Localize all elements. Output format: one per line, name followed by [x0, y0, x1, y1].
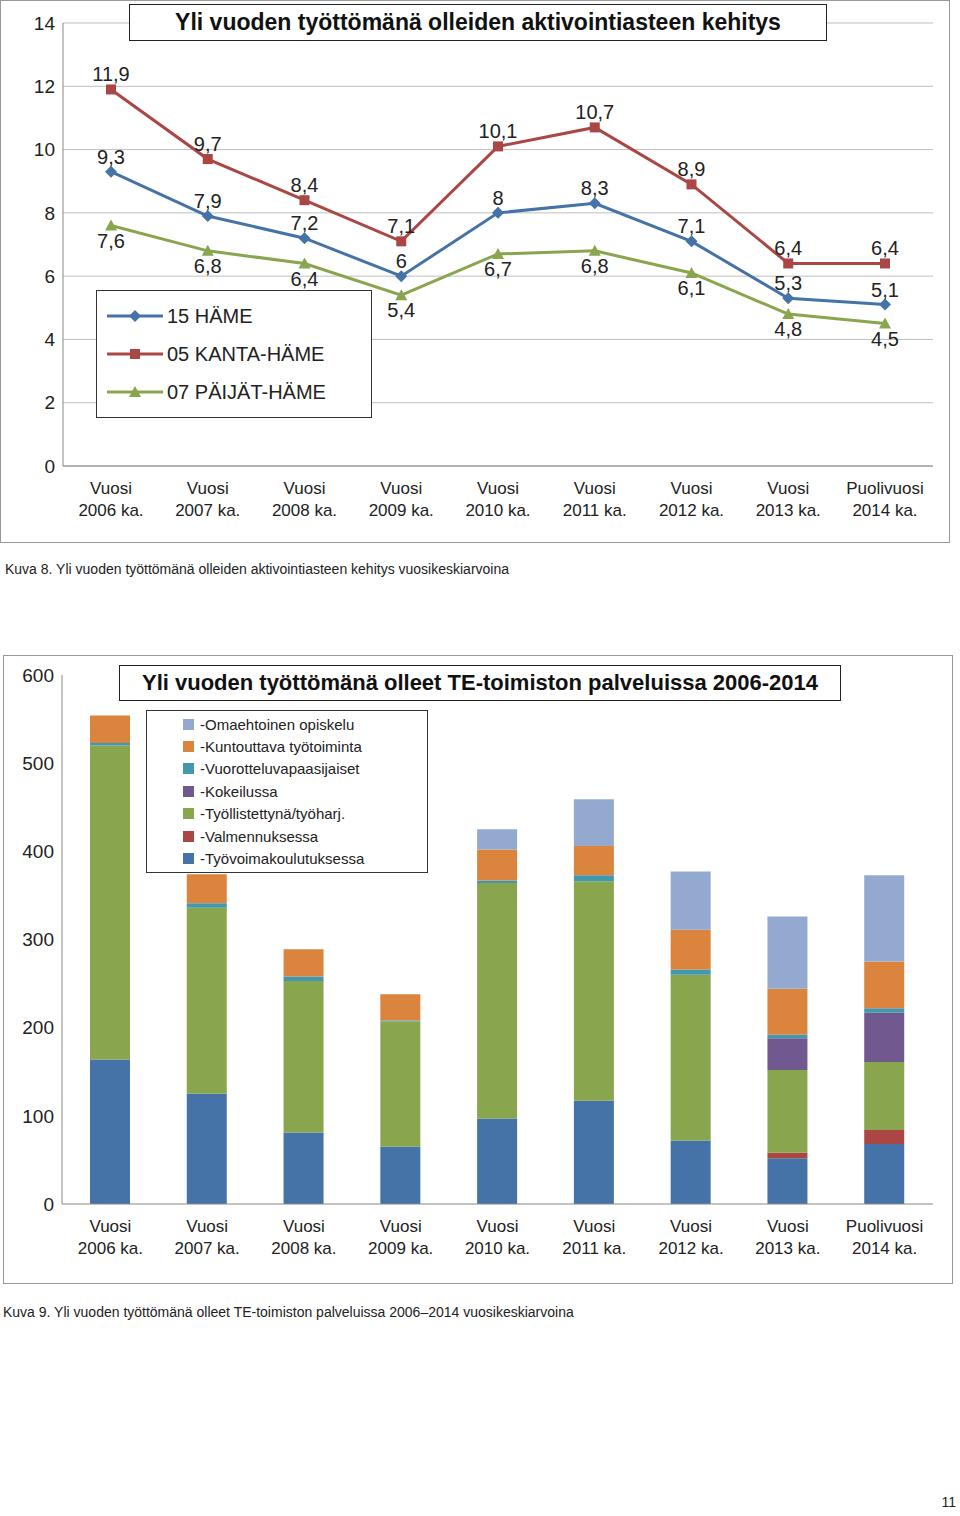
svg-text:Vuosi2009 ka.: Vuosi2009 ka. [369, 479, 434, 520]
svg-text:Vuosi2009 ka.: Vuosi2009 ka. [368, 1217, 433, 1258]
svg-text:Vuosi2010 ka.: Vuosi2010 ka. [465, 1217, 530, 1258]
svg-text:0: 0 [43, 1194, 54, 1215]
svg-text:500: 500 [22, 753, 54, 774]
svg-text:5,4: 5,4 [387, 299, 415, 321]
svg-text:Vuosi2013 ka.: Vuosi2013 ka. [755, 1217, 820, 1258]
html-text:-Työllistettynä/työharj.: -Työllistettynä/työharj. [200, 805, 346, 823]
html-text:-Kuntouttava työtoiminta: -Kuntouttava työtoiminta [200, 738, 362, 756]
svg-text:7,2: 7,2 [291, 212, 319, 234]
svg-text:8: 8 [492, 187, 503, 209]
svg-text:4: 4 [44, 329, 55, 350]
svg-text:7,1: 7,1 [678, 215, 706, 237]
html-text:-Vuorotteluvapaasijaiset: -Vuorotteluvapaasijaiset [200, 760, 360, 778]
svg-text:Vuosi2006 ka.: Vuosi2006 ka. [78, 1217, 143, 1258]
svg-text:5,3: 5,3 [774, 272, 802, 294]
svg-text:8: 8 [44, 203, 55, 224]
html-text:Kuva 9. Yli vuoden työttömänä: Kuva 9. Yli vuoden työttömänä olleet TE-… [3, 1304, 574, 1320]
svg-text:400: 400 [22, 841, 54, 862]
html-text:Yli vuoden työttömänä olleet T: Yli vuoden työttömänä olleet TE-toimisto… [142, 670, 818, 695]
html-text:05 KANTA-HÄME: 05 KANTA-HÄME [167, 342, 325, 365]
html-text:07 PÄIJÄT-HÄME: 07 PÄIJÄT-HÄME [167, 380, 326, 403]
svg-text:6: 6 [396, 250, 407, 272]
svg-text:300: 300 [22, 929, 54, 950]
svg-text:Vuosi2012 ka.: Vuosi2012 ka. [659, 479, 724, 520]
svg-text:8,3: 8,3 [581, 177, 609, 199]
svg-text:10: 10 [34, 139, 55, 160]
svg-text:6,4: 6,4 [871, 237, 899, 259]
svg-text:Vuosi2007 ka.: Vuosi2007 ka. [175, 479, 240, 520]
html-text:11: 11 [941, 1494, 956, 1510]
svg-text:Vuosi2012 ka.: Vuosi2012 ka. [658, 1217, 723, 1258]
svg-text:7,6: 7,6 [97, 230, 125, 252]
svg-text:200: 200 [22, 1017, 54, 1038]
html-text:Kuva 8. Yli vuoden työttömänä: Kuva 8. Yli vuoden työttömänä olleiden a… [5, 561, 509, 577]
svg-text:7,1: 7,1 [387, 215, 415, 237]
svg-text:Vuosi2011 ka.: Vuosi2011 ka. [563, 479, 627, 520]
svg-text:6,4: 6,4 [774, 237, 802, 259]
svg-text:12: 12 [34, 76, 55, 97]
svg-text:2: 2 [44, 392, 55, 413]
svg-text:6,8: 6,8 [581, 255, 609, 277]
html-text:-Työvoimakoulutuksessa: -Työvoimakoulutuksessa [200, 850, 365, 867]
svg-text:10,7: 10,7 [575, 101, 614, 123]
svg-text:100: 100 [22, 1106, 54, 1127]
svg-text:11,9: 11,9 [92, 63, 129, 85]
svg-text:Vuosi2013 ka.: Vuosi2013 ka. [756, 479, 821, 520]
svg-text:6,8: 6,8 [194, 255, 222, 277]
svg-text:6,1: 6,1 [678, 277, 706, 299]
svg-text:4,5: 4,5 [871, 328, 899, 350]
svg-text:Vuosi2007 ka.: Vuosi2007 ka. [175, 1217, 240, 1258]
svg-text:5,1: 5,1 [871, 279, 899, 301]
html-text:-Valmennuksessa: -Valmennuksessa [200, 827, 319, 845]
svg-text:Puolivuosi2014 ka.: Puolivuosi2014 ka. [846, 1217, 924, 1258]
svg-text:8,9: 8,9 [678, 158, 706, 180]
svg-text:Vuosi2011 ka.: Vuosi2011 ka. [562, 1217, 626, 1258]
svg-text:Puolivuosi2014 ka.: Puolivuosi2014 ka. [846, 479, 924, 520]
svg-text:Vuosi2008 ka.: Vuosi2008 ka. [271, 1217, 336, 1258]
svg-text:14: 14 [34, 13, 56, 34]
svg-text:600: 600 [22, 665, 54, 686]
html-text:-Omaehtoinen opiskelu: -Omaehtoinen opiskelu [200, 715, 355, 733]
svg-text:10,1: 10,1 [479, 120, 518, 142]
svg-text:6,7: 6,7 [484, 258, 512, 280]
svg-text:Vuosi2006 ka.: Vuosi2006 ka. [78, 479, 143, 520]
html-text:-Kokeilussa: -Kokeilussa [200, 782, 278, 800]
html-text:15 HÄME: 15 HÄME [167, 304, 253, 327]
svg-text:0: 0 [44, 456, 55, 477]
html-text:Yli vuoden työttömänä olleiden: Yli vuoden työttömänä olleiden aktivoint… [175, 9, 781, 35]
svg-text:Vuosi2008 ka.: Vuosi2008 ka. [272, 479, 337, 520]
svg-text:6: 6 [44, 266, 55, 287]
svg-text:4,8: 4,8 [774, 318, 802, 340]
svg-text:9,7: 9,7 [194, 133, 222, 155]
svg-text:7,9: 7,9 [194, 190, 222, 212]
svg-text:8,4: 8,4 [291, 174, 319, 196]
svg-text:Vuosi2010 ka.: Vuosi2010 ka. [465, 479, 530, 520]
svg-text:9,3: 9,3 [97, 146, 125, 168]
svg-text:6,4: 6,4 [291, 268, 319, 290]
